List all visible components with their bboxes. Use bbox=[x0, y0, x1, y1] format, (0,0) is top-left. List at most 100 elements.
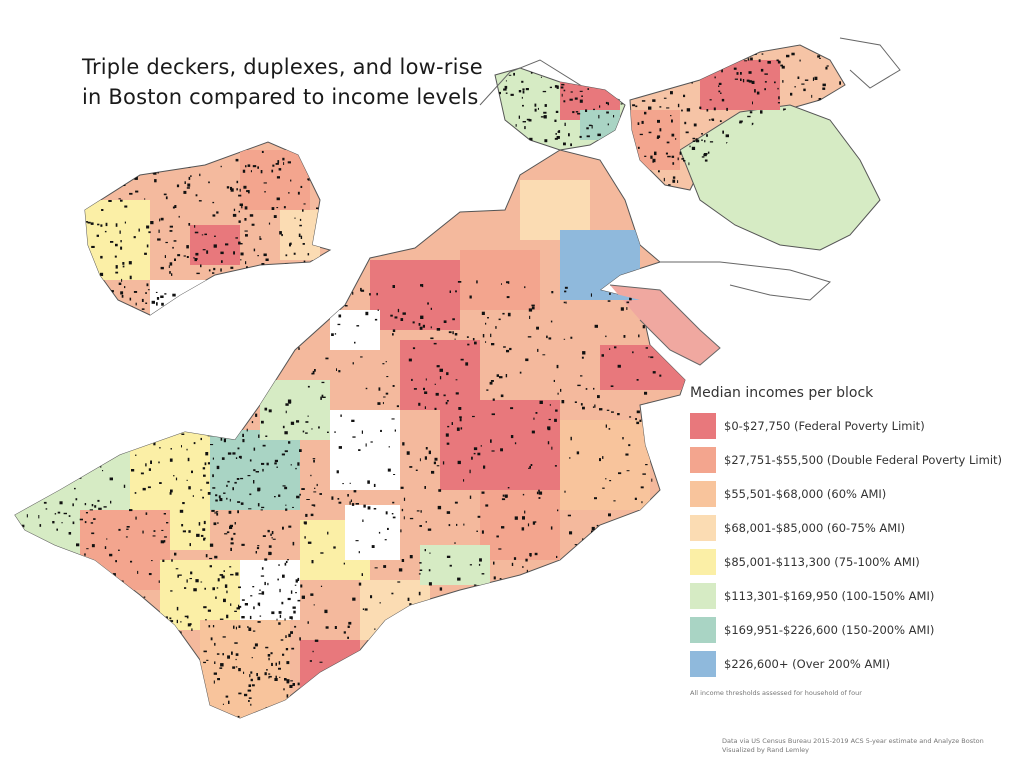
building-dot bbox=[103, 423, 105, 427]
building-dot bbox=[141, 308, 145, 310]
building-dot bbox=[709, 99, 712, 101]
building-dot bbox=[657, 135, 661, 138]
building-dot bbox=[752, 101, 753, 105]
building-dot bbox=[300, 235, 303, 239]
building-dot bbox=[160, 540, 165, 544]
building-dot bbox=[653, 560, 656, 563]
building-dot bbox=[130, 152, 134, 156]
building-dot bbox=[86, 295, 89, 297]
building-dot bbox=[640, 73, 644, 77]
building-dot bbox=[268, 675, 272, 678]
building-dot bbox=[188, 486, 191, 490]
building-dot bbox=[236, 478, 240, 480]
building-dot bbox=[209, 543, 214, 547]
building-dot bbox=[574, 668, 578, 672]
pier-outline bbox=[609, 284, 721, 366]
building-dot bbox=[356, 325, 360, 327]
building-dot bbox=[90, 458, 94, 463]
building-dot bbox=[58, 547, 61, 550]
building-dot bbox=[347, 636, 349, 639]
building-dot bbox=[584, 601, 587, 604]
airport-region bbox=[679, 104, 881, 251]
building-dot bbox=[45, 508, 48, 510]
building-dot bbox=[424, 486, 426, 489]
building-dot bbox=[616, 624, 619, 627]
building-dot bbox=[214, 512, 218, 514]
building-dot bbox=[382, 363, 385, 365]
building-dot bbox=[213, 267, 216, 271]
building-dot bbox=[485, 647, 489, 649]
building-dot bbox=[134, 492, 137, 494]
building-dot bbox=[284, 562, 287, 566]
building-dot bbox=[223, 431, 226, 435]
building-dot bbox=[169, 230, 173, 232]
building-dot bbox=[445, 605, 448, 609]
building-dot bbox=[131, 443, 132, 447]
building-dot bbox=[483, 667, 487, 670]
building-dot bbox=[100, 224, 103, 227]
building-dot bbox=[176, 619, 178, 624]
building-dot bbox=[76, 696, 79, 699]
building-dot bbox=[232, 666, 236, 669]
building-dot bbox=[701, 139, 703, 141]
building-dot bbox=[609, 569, 612, 572]
building-dot bbox=[597, 133, 601, 137]
building-dot bbox=[180, 161, 184, 164]
building-dot bbox=[704, 140, 706, 143]
building-dot bbox=[711, 118, 714, 121]
building-dot bbox=[570, 149, 574, 150]
building-dot bbox=[282, 305, 286, 307]
building-dot bbox=[169, 458, 173, 462]
building-dot bbox=[565, 301, 567, 304]
building-dot bbox=[431, 470, 435, 474]
building-dot bbox=[433, 691, 437, 694]
building-dot bbox=[121, 278, 123, 282]
building-dot bbox=[300, 584, 303, 588]
building-dot bbox=[526, 138, 527, 143]
building-dot bbox=[569, 457, 571, 459]
building-dot bbox=[238, 605, 242, 608]
building-dot bbox=[524, 510, 526, 514]
building-dot bbox=[521, 527, 525, 531]
building-dot bbox=[150, 460, 152, 464]
building-dot bbox=[491, 413, 495, 416]
building-dot bbox=[105, 649, 108, 652]
building-dot bbox=[310, 513, 314, 517]
building-dot bbox=[247, 689, 252, 692]
building-dot bbox=[181, 445, 182, 448]
building-dot bbox=[457, 460, 461, 465]
building-dot bbox=[267, 582, 269, 586]
building-dot bbox=[205, 452, 209, 456]
building-dot bbox=[776, 59, 779, 62]
building-dot bbox=[239, 428, 241, 432]
building-dot bbox=[279, 231, 282, 235]
building-dot bbox=[117, 607, 119, 610]
building-dot bbox=[201, 234, 204, 236]
building-dot bbox=[409, 655, 413, 658]
building-dot bbox=[496, 709, 498, 713]
building-dot bbox=[241, 543, 245, 546]
building-dot bbox=[653, 547, 655, 549]
building-dot bbox=[31, 651, 36, 653]
building-dot bbox=[138, 427, 141, 430]
building-dot bbox=[215, 499, 218, 502]
building-dot bbox=[530, 71, 533, 74]
building-dot bbox=[657, 119, 660, 123]
building-dot bbox=[129, 275, 132, 280]
building-dot bbox=[614, 346, 617, 349]
building-dot bbox=[201, 700, 205, 703]
building-dot bbox=[555, 133, 557, 135]
building-dot bbox=[373, 483, 376, 487]
building-dot bbox=[522, 104, 524, 107]
building-dot bbox=[305, 513, 308, 517]
building-dot bbox=[549, 404, 551, 406]
building-dot bbox=[248, 273, 251, 275]
building-dot bbox=[495, 326, 497, 329]
building-dot bbox=[834, 53, 838, 55]
building-dot bbox=[529, 315, 531, 319]
building-dot bbox=[119, 420, 122, 423]
building-dot bbox=[289, 291, 293, 295]
building-dot bbox=[247, 626, 249, 628]
building-dot bbox=[312, 458, 316, 460]
building-dot bbox=[358, 551, 360, 554]
